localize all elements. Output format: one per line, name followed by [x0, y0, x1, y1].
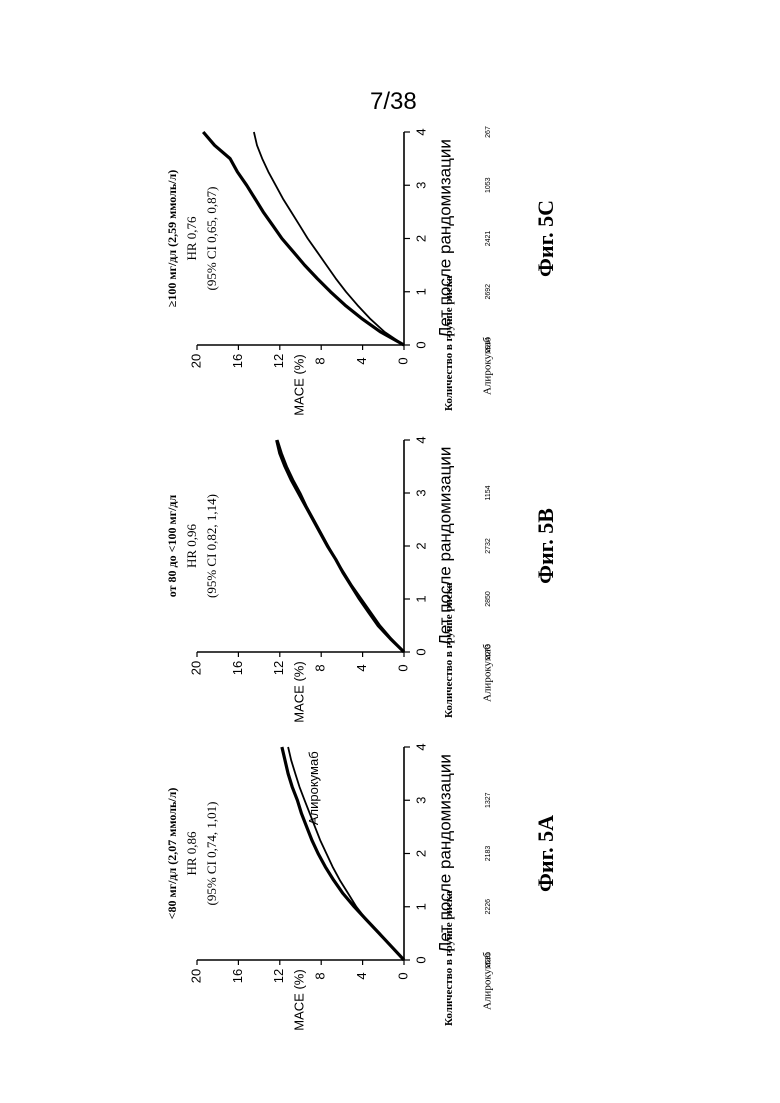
y-tick-label: 16 — [230, 969, 245, 983]
risk-count: 1154 — [485, 485, 492, 500]
y-tick-label: 12 — [271, 661, 286, 675]
x-tick-label: 4 — [413, 743, 428, 750]
x-tick-label: 4 — [413, 128, 428, 135]
hazard-ratio: HR 0,96 — [184, 523, 199, 568]
risk-count: 1327 — [485, 792, 492, 808]
y-tick-label: 12 — [271, 969, 286, 983]
y-tick-label: 16 — [230, 354, 245, 368]
y-axis-title: MACE (%) — [291, 354, 306, 415]
y-tick-label: 8 — [313, 972, 328, 979]
risk-count: 1053 — [485, 177, 492, 193]
confidence-interval: (95% CI 0,65, 0,87) — [204, 187, 219, 291]
chart-panel-2: 01234048121620MACE (%)Лет после рандомиз… — [165, 436, 558, 722]
risk-row-label: Алирокумаб — [482, 336, 494, 395]
series-line-1 — [203, 132, 404, 345]
y-axis-title: MACE (%) — [291, 661, 306, 722]
x-tick-label: 2 — [413, 850, 428, 857]
y-tick-label: 20 — [188, 969, 203, 983]
y-axis-title: MACE (%) — [291, 969, 306, 1030]
y-tick-label: 4 — [354, 972, 369, 979]
risk-row-label: Алирокумаб — [482, 643, 494, 702]
y-tick-label: 4 — [354, 357, 369, 364]
y-tick-label: 20 — [188, 354, 203, 368]
hazard-ratio: HR 0,76 — [184, 216, 199, 261]
chart-panel-3: 01234048121620MACE (%)Лет после рандомиз… — [165, 126, 558, 416]
risk-count: 2421 — [485, 231, 492, 247]
x-tick-label: 3 — [413, 797, 428, 804]
y-tick-label: 0 — [395, 972, 410, 979]
risk-table-header: Количество в группе риска — [443, 582, 455, 718]
confidence-interval: (95% CI 0,82, 1,14) — [204, 494, 219, 598]
y-tick-label: 4 — [354, 664, 369, 671]
figure-caption: Фиг. 5C — [533, 200, 558, 277]
risk-table-header: Количество в группе риска — [443, 275, 455, 411]
x-tick-label: 2 — [413, 542, 428, 549]
x-tick-label: 1 — [413, 288, 428, 295]
y-tick-label: 0 — [395, 664, 410, 671]
series-line-1 — [277, 440, 404, 652]
risk-count: 2732 — [485, 538, 492, 554]
confidence-interval: (95% CI 0,74, 1,01) — [204, 802, 219, 906]
figure-caption: Фиг. 5B — [533, 508, 558, 584]
risk-count: 2850 — [485, 591, 492, 607]
x-tick-label: 1 — [413, 903, 428, 910]
panel-title: от 80 до <100 мг/дл — [165, 495, 179, 598]
risk-count: 2692 — [485, 284, 492, 300]
x-tick-label: 4 — [413, 436, 428, 443]
series-line-2 — [278, 440, 404, 652]
risk-count: 267 — [485, 126, 492, 138]
figure-caption: Фиг. 5A — [533, 815, 558, 892]
panel-title: <80 мг/дл (2,07 ммоль/л) — [165, 788, 179, 920]
risk-count: 2226 — [485, 899, 492, 915]
hazard-ratio: HR 0,86 — [184, 831, 199, 876]
risk-table-header: Количество в группе риска — [443, 890, 455, 1026]
y-tick-label: 20 — [188, 661, 203, 675]
chart-panel-1: 01234048121620MACE (%)Лет после рандомиз… — [165, 743, 558, 1030]
y-tick-label: 16 — [230, 661, 245, 675]
risk-count: 2183 — [485, 846, 492, 862]
x-tick-label: 0 — [413, 956, 428, 963]
x-tick-label: 0 — [413, 648, 428, 655]
y-tick-label: 12 — [271, 354, 286, 368]
series-label: Алирокумаб — [306, 751, 321, 825]
y-tick-label: 8 — [313, 664, 328, 671]
x-tick-label: 3 — [413, 489, 428, 496]
x-tick-label: 3 — [413, 182, 428, 189]
x-tick-label: 2 — [413, 235, 428, 242]
x-tick-label: 1 — [413, 595, 428, 602]
y-tick-label: 0 — [395, 357, 410, 364]
series-line-1 — [282, 747, 404, 960]
series-line-2 — [254, 132, 404, 345]
y-tick-label: 8 — [313, 357, 328, 364]
panel-title: ≥100 мг/дл (2,59 ммоль/л) — [165, 170, 179, 308]
x-tick-label: 0 — [413, 341, 428, 348]
risk-row-label: Алирокумаб — [482, 951, 494, 1010]
